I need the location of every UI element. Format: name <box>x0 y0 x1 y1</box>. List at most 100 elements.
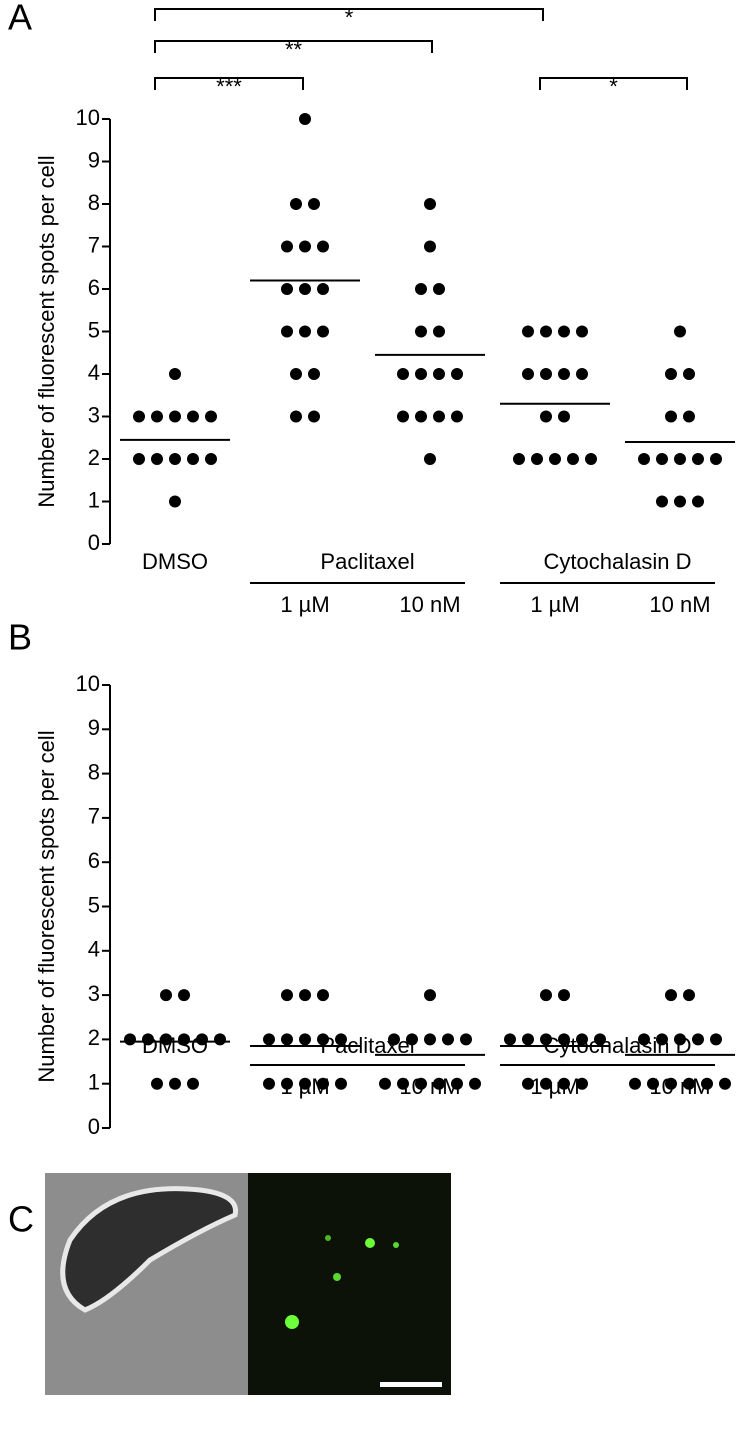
y-tick-label: 9 <box>88 715 100 740</box>
dot <box>451 410 463 423</box>
panel-label: C <box>8 1199 34 1240</box>
dot <box>317 240 329 253</box>
dot <box>540 368 552 380</box>
dot <box>308 410 320 423</box>
dot <box>151 410 163 423</box>
dot <box>299 113 311 125</box>
y-axis-label: Number of fluorescent spots per cell <box>34 155 59 507</box>
significance-label: ** <box>285 37 303 62</box>
panel-label: A <box>8 0 32 38</box>
spot <box>333 1273 341 1281</box>
dot <box>433 325 445 338</box>
dot <box>415 325 427 338</box>
dot <box>674 325 686 338</box>
dot <box>665 410 677 423</box>
spot <box>393 1242 399 1248</box>
dot <box>576 1033 588 1046</box>
scale-bar <box>380 1382 442 1387</box>
dot <box>674 1033 686 1046</box>
dot <box>576 368 588 380</box>
dot <box>317 1077 329 1090</box>
dot <box>451 368 463 380</box>
dot <box>424 240 436 253</box>
dot <box>335 1033 347 1046</box>
dot <box>683 1077 695 1090</box>
dot <box>469 1077 481 1090</box>
dot <box>540 1033 552 1046</box>
y-tick-label: 3 <box>88 981 100 1006</box>
y-tick-label: 10 <box>76 671 100 696</box>
dot <box>594 1033 606 1046</box>
dot <box>701 1077 713 1090</box>
subgroup-label: 10 nM <box>649 592 710 617</box>
dot <box>178 989 190 1002</box>
significance-bracket <box>154 8 544 21</box>
spot <box>325 1235 331 1241</box>
dot <box>317 283 329 295</box>
dot <box>281 1033 293 1046</box>
dot <box>558 410 570 423</box>
y-tick-label: 7 <box>88 232 100 257</box>
dot <box>692 453 704 465</box>
dot <box>299 989 311 1002</box>
dot <box>335 1077 347 1090</box>
dot <box>710 453 722 465</box>
spot <box>285 1315 299 1329</box>
dot <box>638 453 650 465</box>
dot <box>415 283 427 295</box>
dot <box>151 453 163 465</box>
dot <box>263 1077 275 1090</box>
y-tick-label: 0 <box>88 530 100 555</box>
subgroup-label: 10 nM <box>399 1074 460 1099</box>
y-tick-label: 1 <box>88 1070 100 1095</box>
dot <box>674 495 686 508</box>
dot <box>415 1077 427 1090</box>
dot <box>647 1077 659 1090</box>
dot <box>513 453 525 465</box>
dot <box>692 495 704 508</box>
dot <box>576 325 588 338</box>
group-label: Paclitaxel <box>320 1033 414 1058</box>
dot <box>540 325 552 338</box>
dot <box>415 368 427 380</box>
y-tick-label: 2 <box>88 1025 100 1050</box>
dot <box>504 1033 516 1046</box>
panel-label: B <box>8 617 32 658</box>
dot <box>187 453 199 465</box>
dot <box>290 368 302 380</box>
dot <box>522 368 534 380</box>
dot <box>558 1033 570 1046</box>
dot <box>692 1033 704 1046</box>
y-tick-label: 6 <box>88 275 100 300</box>
dot <box>308 198 320 210</box>
fluorescence-image <box>248 1173 451 1395</box>
dot <box>558 368 570 380</box>
dot <box>169 495 181 508</box>
y-tick-label: 8 <box>88 759 100 784</box>
dot <box>388 1033 400 1046</box>
y-tick-label: 10 <box>76 105 100 130</box>
group-label: DMSO <box>142 1033 208 1058</box>
y-tick-label: 4 <box>88 360 100 385</box>
dot <box>133 410 145 423</box>
dot <box>281 240 293 253</box>
dot <box>214 1033 226 1046</box>
y-tick-label: 4 <box>88 937 100 962</box>
group-label: Paclitaxel <box>320 549 414 574</box>
dot <box>317 325 329 338</box>
dot <box>281 325 293 338</box>
dot <box>299 1077 311 1090</box>
dot <box>424 453 436 465</box>
dot <box>540 1077 552 1090</box>
significance-label: * <box>345 5 354 30</box>
dot <box>558 325 570 338</box>
dot <box>397 410 409 423</box>
y-tick-label: 5 <box>88 317 100 342</box>
dot <box>299 240 311 253</box>
dot <box>576 1077 588 1090</box>
dot <box>638 1033 650 1046</box>
dot <box>531 453 543 465</box>
dot <box>187 410 199 423</box>
dot <box>308 368 320 380</box>
subgroup-label: 1 µM <box>280 592 329 617</box>
